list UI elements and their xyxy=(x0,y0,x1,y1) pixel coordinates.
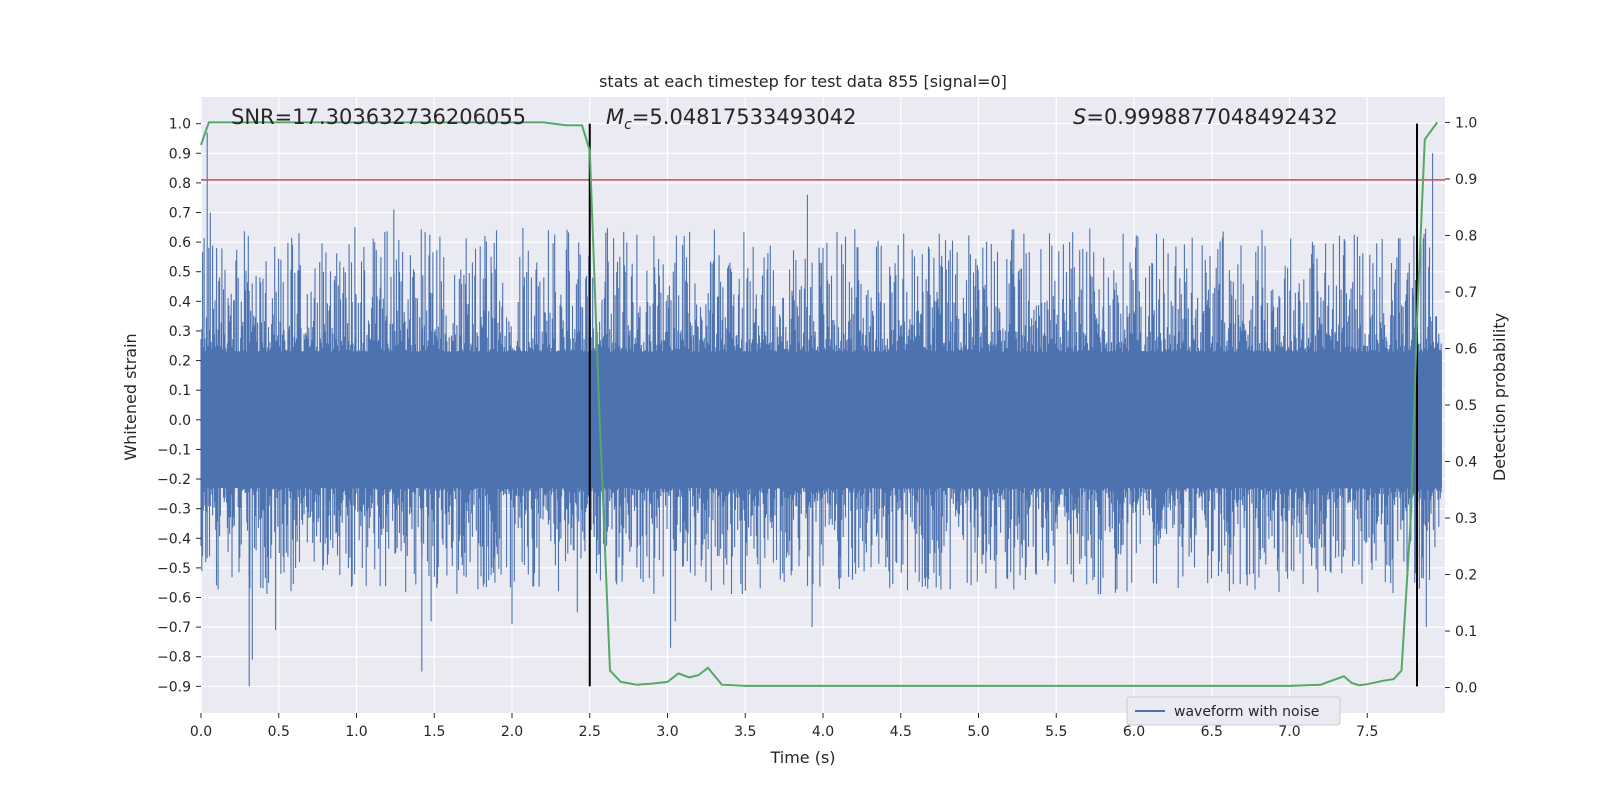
x-tick-label: 3.0 xyxy=(656,724,678,740)
y-right-tick-label: 0.8 xyxy=(1455,228,1477,244)
vertical-markers xyxy=(588,123,1419,687)
y-left-tick-label: 0.1 xyxy=(169,383,191,399)
s-symbol: S xyxy=(1073,105,1086,129)
y-right-tick-label: 0.7 xyxy=(1455,285,1477,301)
x-axis-ticks: 0.0 0.5 1.0 1.5 2.0 2.5 3.0 3.5 4.0 4.5 5.0 5.5 6.0 6… xyxy=(190,713,1378,740)
legend-box xyxy=(1126,696,1341,726)
chart-title: stats at each timestep for test data 855… xyxy=(599,72,1007,91)
y-left-tick-label: 0.5 xyxy=(169,265,191,281)
y-left-tick-label: −0.8 xyxy=(157,650,191,666)
detection-probability-line xyxy=(200,121,1439,687)
y-right-tick-label: 0.5 xyxy=(1455,398,1477,414)
y-left-tick-label: −0.7 xyxy=(157,620,191,636)
y-right-tick-label: 0.4 xyxy=(1455,455,1477,471)
y-right-tick-label: 0.3 xyxy=(1455,511,1477,527)
y-left-tick-label: 0.4 xyxy=(169,294,191,310)
x-tick-label: 6.0 xyxy=(1123,724,1145,740)
y-left-tick-label: 0.0 xyxy=(169,413,191,429)
y-left-axis-ticks: 1.0 0.9 0.8 0.7 0.6 0.5 0.4 0.3 0.2 0.1 0.0 −0.1 −0.… xyxy=(157,117,201,695)
y-right-tick-label: 0.2 xyxy=(1455,568,1477,584)
x-tick-label: 6.5 xyxy=(1201,724,1223,740)
y-left-tick-label: −0.6 xyxy=(157,591,191,607)
y-right-tick-label: 0.1 xyxy=(1455,624,1477,640)
y-left-tick-label: −0.9 xyxy=(157,679,191,695)
y-right-tick-label: 0.0 xyxy=(1455,681,1477,697)
s-annotation: S=0.9998877048492432 xyxy=(1073,105,1338,129)
x-tick-label: 5.5 xyxy=(1045,724,1067,740)
chirp-mass-annotation: Mc=5.04817533493042 xyxy=(606,105,857,133)
y-left-tick-label: 0.6 xyxy=(169,235,191,251)
x-tick-label: 1.5 xyxy=(423,724,445,740)
x-tick-label: 4.5 xyxy=(890,724,912,740)
waveform-series xyxy=(200,132,1442,687)
y-left-tick-label: −0.3 xyxy=(157,502,191,518)
s-value: =0.9998877048492432 xyxy=(1086,105,1337,129)
y-left-tick-label: 0.7 xyxy=(169,206,191,222)
x-tick-label: 0.0 xyxy=(190,724,212,740)
x-tick-label: 3.5 xyxy=(734,724,756,740)
waveform-line xyxy=(200,132,1442,687)
y-left-tick-label: −0.1 xyxy=(157,442,191,458)
y-left-axis-label: Whitened strain xyxy=(121,333,140,460)
chirp-mass-symbol: M xyxy=(606,105,624,129)
y-right-axis-ticks: 1.0 0.9 0.8 0.7 0.6 0.5 0.4 0.3 0.2 0.1 0.0 xyxy=(1445,115,1477,697)
y-left-tick-label: −0.2 xyxy=(157,472,191,488)
x-tick-label: 5.0 xyxy=(967,724,989,740)
x-tick-label: 1.0 xyxy=(345,724,367,740)
x-tick-label: 2.5 xyxy=(579,724,601,740)
chirp-mass-value: =5.04817533493042 xyxy=(632,105,857,129)
x-tick-label: 4.0 xyxy=(812,724,834,740)
y-right-tick-label: 1.0 xyxy=(1455,115,1477,131)
y-right-axis-label: Detection probability xyxy=(1490,313,1509,481)
x-tick-label: 7.0 xyxy=(1278,724,1300,740)
y-left-tick-label: 1.0 xyxy=(169,117,191,133)
y-left-tick-label: 0.3 xyxy=(169,324,191,340)
y-right-tick-label: 0.9 xyxy=(1455,172,1477,188)
y-left-tick-label: 0.8 xyxy=(169,176,191,192)
chirp-mass-subscript: c xyxy=(624,117,632,133)
y-left-tick-label: −0.4 xyxy=(157,531,191,547)
x-axis-label: Time (s) xyxy=(769,748,835,767)
legend-label: waveform with noise xyxy=(1174,704,1319,720)
y-right-tick-label: 0.6 xyxy=(1455,341,1477,357)
y-left-tick-label: −0.5 xyxy=(157,561,191,577)
snr-annotation: SNR=17.303632736206055 xyxy=(231,105,526,129)
x-tick-label: 7.5 xyxy=(1356,724,1378,740)
x-tick-label: 0.5 xyxy=(268,724,290,740)
legend: waveform with noise xyxy=(1126,696,1341,726)
y-left-tick-label: 0.2 xyxy=(169,354,191,370)
y-left-tick-label: 0.9 xyxy=(169,146,191,162)
x-tick-label: 2.0 xyxy=(501,724,523,740)
